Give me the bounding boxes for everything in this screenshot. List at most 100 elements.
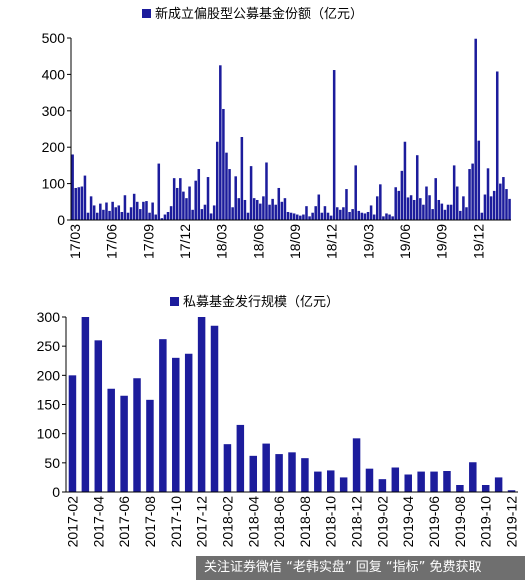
bar bbox=[301, 458, 309, 492]
bar bbox=[188, 186, 191, 220]
bar bbox=[182, 191, 185, 220]
bar bbox=[332, 70, 336, 220]
bar bbox=[465, 207, 468, 220]
bar bbox=[428, 195, 431, 220]
bar bbox=[129, 207, 133, 220]
bar bbox=[471, 163, 474, 220]
bar bbox=[228, 169, 231, 220]
bar bbox=[388, 214, 391, 220]
bar bbox=[326, 470, 335, 492]
chart-title: 新成立偏股型公募基金份额（亿元） bbox=[155, 6, 363, 22]
bar bbox=[262, 443, 270, 492]
y-tick-label: 500 bbox=[42, 30, 66, 46]
bar bbox=[237, 198, 241, 220]
y-tick-label: 150 bbox=[37, 397, 61, 413]
bar bbox=[68, 375, 77, 492]
bar bbox=[365, 468, 374, 492]
bar bbox=[197, 317, 206, 492]
bar bbox=[219, 65, 222, 220]
bar bbox=[236, 424, 245, 492]
bar bbox=[505, 189, 508, 220]
bar bbox=[477, 140, 481, 220]
bar bbox=[397, 190, 401, 220]
bar bbox=[265, 162, 268, 220]
bar bbox=[243, 199, 247, 220]
bar bbox=[120, 211, 124, 220]
bar bbox=[114, 207, 117, 220]
bar bbox=[354, 165, 357, 220]
bar bbox=[404, 474, 412, 492]
bar bbox=[446, 204, 450, 220]
bar bbox=[172, 178, 176, 220]
x-tick-label: 2019-02 bbox=[374, 496, 390, 548]
x-tick-label: 2019-06 bbox=[426, 496, 442, 548]
bar bbox=[375, 196, 379, 220]
bar bbox=[86, 212, 90, 220]
bar bbox=[342, 207, 345, 220]
bar bbox=[223, 444, 232, 492]
bar bbox=[175, 187, 179, 220]
bar bbox=[80, 186, 84, 220]
bar bbox=[200, 209, 204, 220]
bar bbox=[286, 211, 290, 220]
y-tick-label: 50 bbox=[44, 455, 60, 471]
bar bbox=[154, 214, 157, 220]
bar bbox=[449, 204, 453, 220]
bar bbox=[249, 166, 253, 220]
bar bbox=[391, 467, 400, 492]
bar bbox=[468, 169, 471, 220]
bar bbox=[275, 454, 283, 492]
bar bbox=[323, 206, 327, 220]
bar bbox=[123, 195, 127, 220]
bar bbox=[382, 216, 385, 220]
bar bbox=[191, 209, 194, 220]
x-tick-label: 17/09 bbox=[140, 224, 156, 259]
bar bbox=[495, 71, 499, 220]
bar bbox=[430, 471, 438, 492]
chart-private-fund-issuance: 私募基金发行规模（亿元） 0 50 100 150 200 250 300 2017-02 2… bbox=[37, 294, 520, 547]
bar bbox=[105, 202, 108, 220]
bar bbox=[431, 209, 434, 220]
x-tick-label: 2018-04 bbox=[245, 496, 261, 548]
bar bbox=[77, 187, 81, 220]
bar bbox=[94, 340, 103, 492]
bar bbox=[486, 168, 490, 220]
bar bbox=[417, 471, 425, 492]
x-tick-label: 2018-06 bbox=[271, 496, 287, 548]
bar bbox=[262, 196, 265, 220]
bar bbox=[288, 452, 296, 492]
bar bbox=[160, 218, 164, 220]
x-tick-label: 2017-04 bbox=[90, 496, 106, 548]
x-tick-label: 17/03 bbox=[67, 224, 83, 259]
bar bbox=[339, 477, 348, 492]
bar bbox=[459, 210, 462, 220]
bar bbox=[142, 201, 145, 220]
bar bbox=[133, 378, 141, 492]
bar bbox=[295, 214, 299, 220]
x-tick-label: 19/06 bbox=[397, 224, 413, 259]
bar bbox=[379, 184, 382, 220]
bar bbox=[117, 205, 121, 220]
bar bbox=[184, 353, 193, 492]
x-tick-label: 2019-04 bbox=[400, 496, 416, 548]
bar bbox=[231, 207, 234, 220]
bar bbox=[314, 206, 317, 220]
y-tick-label: 300 bbox=[42, 103, 66, 119]
bar bbox=[378, 479, 387, 492]
bar bbox=[107, 388, 115, 492]
bar bbox=[81, 317, 90, 492]
y-tick-label: 100 bbox=[42, 176, 66, 192]
bar bbox=[299, 215, 302, 220]
bar bbox=[246, 212, 250, 220]
bar bbox=[335, 207, 339, 220]
bar bbox=[185, 198, 188, 220]
x-tick-label: 2019-12 bbox=[504, 496, 520, 548]
x-tick-label: 18/12 bbox=[324, 224, 340, 259]
bar bbox=[234, 176, 237, 220]
bar bbox=[259, 203, 262, 220]
bar bbox=[339, 209, 342, 220]
bar bbox=[74, 187, 77, 220]
bar bbox=[212, 205, 216, 220]
bar bbox=[480, 212, 484, 220]
